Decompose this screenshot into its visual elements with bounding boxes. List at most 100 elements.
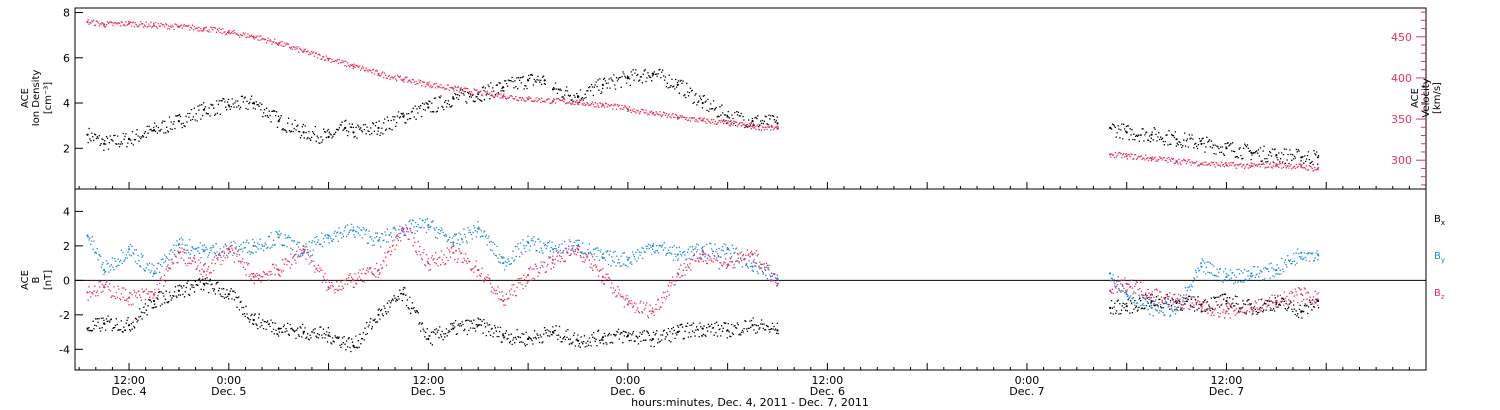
ion-density-series-seg-2-point xyxy=(1150,133,1153,136)
bz-series-seg-0-point xyxy=(377,268,380,272)
ion-density-series-seg-0-point xyxy=(103,142,106,145)
velocity-series-seg-1 xyxy=(1110,151,1320,172)
ion-density-series-seg-1-point xyxy=(676,83,679,86)
ion-density-series-seg-0-point xyxy=(543,79,546,82)
b-ylabel-line2: B xyxy=(31,276,42,283)
bz-series-seg-1-point xyxy=(1300,293,1303,296)
velocity-series-seg-0-point xyxy=(327,57,330,61)
bz-series-seg-0-point xyxy=(177,251,180,254)
bx-series-seg-0-point xyxy=(86,327,89,330)
legend-bz-subscript: z xyxy=(1441,293,1445,301)
ion-density-series-seg-0 xyxy=(87,73,546,151)
velocity-ylabel-line2: Velocity xyxy=(1421,78,1432,117)
bz-series-seg-1-point xyxy=(1200,305,1203,308)
by-series-seg-0-point xyxy=(252,244,255,247)
velocity-series-seg-0-point xyxy=(502,94,505,98)
velocity-series-seg-0-point xyxy=(751,125,754,128)
bx-series-seg-0-point xyxy=(601,336,605,339)
ion-density-axis: 2 4 6 8 xyxy=(63,7,83,155)
by-series-seg-0-point xyxy=(701,250,704,253)
bz-series-seg-0-point xyxy=(302,248,305,251)
bz-series-seg-0-point xyxy=(751,253,754,256)
b-field-axis: -4 -2 0 2 4 xyxy=(59,205,83,356)
bz-series-seg-1-point xyxy=(1275,299,1278,303)
velocity-series-seg-0-point xyxy=(377,72,380,75)
bx-series-seg-0-point xyxy=(103,322,106,325)
by-series-seg-0-point xyxy=(776,277,779,280)
bx-series-seg-0-point xyxy=(502,334,505,337)
bx-series-seg-0-point xyxy=(252,318,255,322)
bz-series-seg-0-point xyxy=(576,248,580,251)
velocity-series-seg-0-point xyxy=(626,108,630,111)
ion-density-series-seg-0-point xyxy=(127,138,131,141)
bx-series-seg-0-point xyxy=(227,293,230,296)
ion-density-series-seg-0-point xyxy=(252,101,255,105)
bz-series-seg-0-point xyxy=(776,282,779,285)
velocity-series-seg-0-point xyxy=(427,83,430,86)
bz-series-seg-0-point xyxy=(601,275,605,278)
by-series-seg-0-point xyxy=(527,241,530,244)
date-tick-label: Dec. 7 xyxy=(1209,385,1244,398)
bx-series-seg-0-point xyxy=(452,327,455,330)
bz-series-seg-0-point xyxy=(701,253,704,256)
bx-series-seg-0-point xyxy=(551,331,555,334)
bx-series-seg-0-point xyxy=(576,339,580,342)
by-series-seg-1-point xyxy=(1109,272,1112,275)
ion-density-series-seg-0-point xyxy=(202,108,205,111)
bx-series-seg-0-point xyxy=(477,324,480,327)
bz-series-seg-1-point xyxy=(1250,306,1253,309)
bx-series-seg-0-point xyxy=(676,331,679,334)
ion-density-series-seg-2-point xyxy=(1200,142,1203,145)
ion-density-series-seg-0-point xyxy=(377,126,380,129)
ion-density-series-seg-0-point xyxy=(227,104,230,107)
velocity-series-seg-0-point xyxy=(527,98,530,101)
velocity-series-seg-0-point xyxy=(302,50,305,53)
ion-density-series-seg-0-point xyxy=(86,133,89,136)
bx-series-seg-0-point xyxy=(751,324,754,327)
date-tick-label: Dec. 5 xyxy=(411,385,446,398)
ion-density-series-seg-2-point xyxy=(1109,126,1112,129)
bz-series-seg-1-point xyxy=(1109,289,1112,292)
time-tick-label: 12:00 xyxy=(412,374,444,387)
velocity-series-seg-1-point xyxy=(1316,168,1319,171)
b-ytick-label: 4 xyxy=(63,205,70,218)
velocity-series-seg-0-point xyxy=(177,25,180,28)
bx-series-seg-0-point xyxy=(427,337,430,341)
bz-series-seg-0-point xyxy=(402,227,405,230)
velocity-series-seg-0-point xyxy=(103,23,106,26)
by-series-seg-0-point xyxy=(551,248,555,251)
velocity-series-seg-1-point xyxy=(1150,157,1153,160)
bz-series-seg-1-point xyxy=(1316,298,1319,301)
velocity-series-seg-0-point xyxy=(651,112,654,115)
by-series-seg-1-point xyxy=(1200,265,1203,268)
velocity-ytick-label: 300 xyxy=(1391,154,1412,167)
bx-series-seg-0-point xyxy=(152,299,156,303)
by-series-seg-1-point xyxy=(1316,253,1319,256)
ion-density-series-seg-1-point xyxy=(776,122,779,125)
bx-series-seg-0-point xyxy=(327,334,330,337)
ion-density-series-seg-1-point xyxy=(751,120,754,123)
bz-series-seg-1-point xyxy=(1150,293,1153,296)
by-series-seg-1-point xyxy=(1175,308,1178,311)
by-series-seg-0-point xyxy=(152,272,156,275)
by-series-seg-0-point xyxy=(427,224,430,227)
ion-panel-data xyxy=(86,19,1320,172)
velocity-series-seg-0-point xyxy=(452,87,455,90)
bz-series-seg-0-point xyxy=(676,272,679,275)
bx-series-seg-0-point xyxy=(527,337,530,341)
magnetic-field-panel: -4 -2 0 2 4 Bx By Bz ACE B [nT] xyxy=(20,188,1445,371)
b-ylabel-line1: ACE xyxy=(20,270,31,290)
ion-density-series-seg-1-point xyxy=(576,95,580,98)
velocity-axis: 300 350 400 450 xyxy=(1391,11,1426,186)
bx-series-seg-0-point xyxy=(202,282,205,285)
bz-series-seg-0-point xyxy=(277,268,280,272)
time-tick-label: 0:00 xyxy=(1015,374,1040,387)
by-series-seg-0-point xyxy=(103,268,106,272)
by-series-seg-0-point xyxy=(726,248,729,251)
ion-density-series-seg-2-point xyxy=(1316,156,1319,159)
by-series-seg-1-point xyxy=(1275,268,1278,272)
time-axis-label: hours:minutes, Dec. 4, 2011 - Dec. 7, 20… xyxy=(631,396,869,409)
bx-series-seg-0 xyxy=(87,277,779,353)
bx-series-seg-0-point xyxy=(177,289,180,292)
velocity-series-seg-1-point xyxy=(1275,164,1278,167)
